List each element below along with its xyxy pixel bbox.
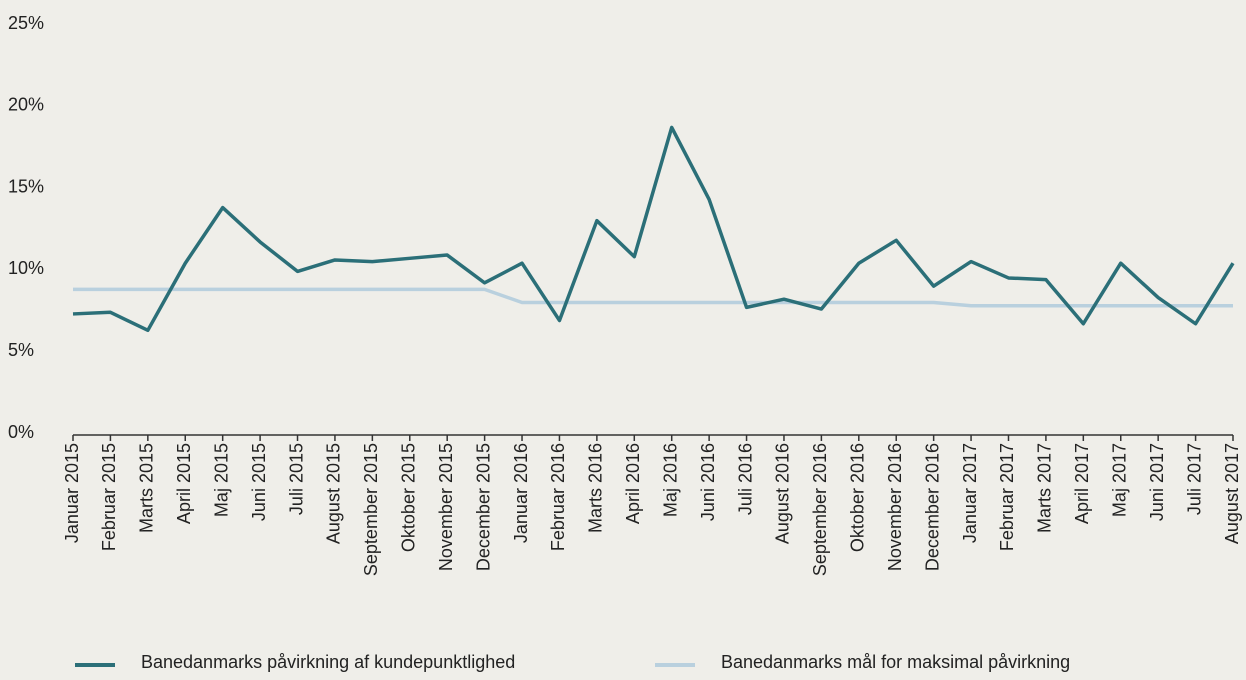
x-tick-label: Juli 2017 <box>1184 443 1204 515</box>
x-tick-label: September 2016 <box>810 443 830 576</box>
x-tick-label: Februar 2015 <box>99 443 119 551</box>
x-tick-label: November 2016 <box>885 443 905 571</box>
y-tick-label: 20% <box>8 95 44 115</box>
x-tick-label: Marts 2015 <box>137 443 157 533</box>
x-tick-label: Januar 2017 <box>960 443 980 543</box>
legend-label: Banedanmarks påvirkning af kundepunktlig… <box>141 652 515 672</box>
x-tick-label: August 2017 <box>1222 443 1242 544</box>
x-tick-label: Maj 2015 <box>211 443 231 517</box>
x-tick-label: Marts 2016 <box>586 443 606 533</box>
y-tick-label: 15% <box>8 176 44 196</box>
y-tick-label: 5% <box>8 340 34 360</box>
x-tick-label: April 2015 <box>174 443 194 524</box>
x-tick-label: April 2017 <box>1072 443 1092 524</box>
x-tick-label: Oktober 2015 <box>399 443 419 552</box>
x-tick-label: Juli 2016 <box>735 443 755 515</box>
x-tick-label: December 2015 <box>473 443 493 571</box>
x-tick-label: November 2015 <box>436 443 456 571</box>
y-tick-label: 25% <box>8 13 44 33</box>
y-tick-label: 10% <box>8 258 44 278</box>
x-tick-label: Juni 2015 <box>249 443 269 521</box>
x-tick-label: Februar 2016 <box>548 443 568 551</box>
x-tick-label: Oktober 2016 <box>848 443 868 552</box>
x-tick-label: Januar 2016 <box>511 443 531 543</box>
x-tick-label: Marts 2017 <box>1035 443 1055 533</box>
x-tick-label: December 2016 <box>922 443 942 571</box>
x-tick-label: Juni 2016 <box>698 443 718 521</box>
x-tick-label: Februar 2017 <box>997 443 1017 551</box>
series-line <box>73 287 1233 308</box>
x-tick-label: Januar 2015 <box>62 443 82 543</box>
x-tick-label: Juli 2015 <box>286 443 306 515</box>
x-tick-label: September 2015 <box>361 443 381 576</box>
x-tick-label: Juni 2017 <box>1147 443 1167 521</box>
x-tick-label: Maj 2016 <box>660 443 680 517</box>
x-tick-label: August 2015 <box>324 443 344 544</box>
x-tick-label: April 2016 <box>623 443 643 524</box>
legend-label: Banedanmarks mål for maksimal påvirkning <box>721 652 1070 672</box>
y-tick-label: 0% <box>8 422 34 442</box>
series-line <box>72 125 1235 333</box>
x-tick-label: Maj 2017 <box>1109 443 1129 517</box>
x-tick-label: August 2016 <box>773 443 793 544</box>
